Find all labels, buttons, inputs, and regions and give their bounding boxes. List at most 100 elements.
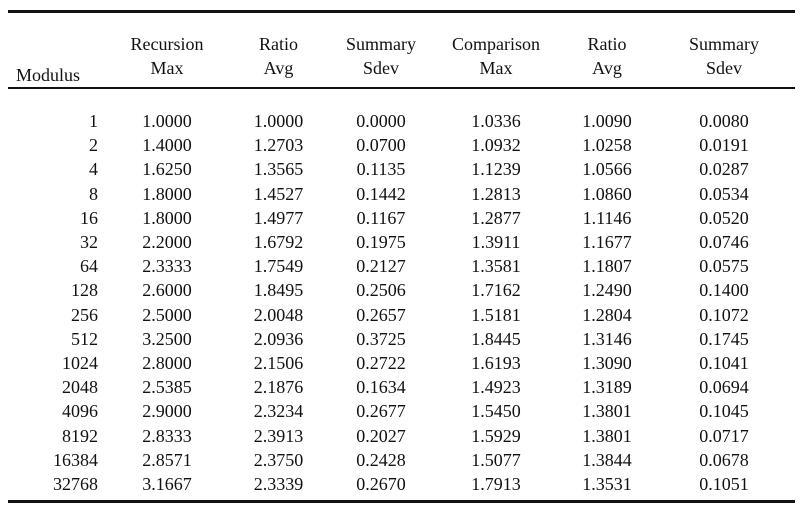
- value-cell: 2.5000: [142, 304, 192, 325]
- modulus-cell: 32: [80, 232, 98, 253]
- value-cell: 2.8333: [142, 425, 192, 446]
- value-cell: 1.3189: [582, 377, 632, 398]
- column-header-line2: Max: [150, 58, 184, 78]
- value-cell: 1.3581: [471, 256, 521, 277]
- table-row: 32768 3.1667 2.3339 0.2670 1.7913 1.3531 0.105…: [8, 472, 795, 496]
- value-cell: 1.3844: [582, 449, 632, 470]
- table-body: 1 1.0000 1.0000 0.0000 1.0336 1.0090 0.0080 2 1.…: [8, 99, 795, 496]
- value-cell: 0.0191: [699, 135, 749, 156]
- value-cell: 0.0080: [699, 111, 749, 132]
- column-header-line2: Sdev: [363, 58, 399, 78]
- value-cell: 1.2490: [582, 280, 632, 301]
- column-header-line2: Avg: [263, 58, 294, 78]
- value-cell: 0.2127: [356, 256, 406, 277]
- column-header-line1: Summary: [346, 34, 416, 54]
- value-cell: 0.1167: [356, 207, 406, 228]
- value-cell: 0.0746: [699, 232, 749, 253]
- column-header: Recursion Max: [108, 13, 226, 99]
- value-cell: 1.6193: [471, 352, 521, 373]
- column-header-line1: Ratio: [587, 34, 627, 54]
- value-cell: 1.6250: [142, 159, 192, 180]
- value-cell: 2.1506: [253, 352, 304, 373]
- table-row: 16 1.8000 1.4977 0.1167 1.2877 1.1146 0.0520: [8, 206, 795, 230]
- table-row: 1 1.0000 1.0000 0.0000 1.0336 1.0090 0.0080: [8, 99, 795, 133]
- value-cell: 2.8571: [142, 449, 192, 470]
- value-cell: 1.5450: [471, 401, 521, 422]
- value-cell: 0.0000: [356, 111, 406, 132]
- value-cell: 2.3234: [253, 401, 304, 422]
- value-cell: 0.1400: [699, 280, 749, 301]
- value-cell: 1.5929: [471, 425, 521, 446]
- table-row: 32 2.2000 1.6792 0.1975 1.3911 1.1677 0.0746: [8, 230, 795, 254]
- value-cell: 2.6000: [142, 280, 192, 301]
- value-cell: 0.2027: [356, 425, 406, 446]
- value-cell: 0.0694: [699, 377, 749, 398]
- bottom-rule: [8, 500, 795, 503]
- modulus-cell: 1024: [62, 352, 98, 373]
- value-cell: 2.8000: [142, 352, 192, 373]
- value-cell: 1.3801: [582, 425, 632, 446]
- value-cell: 2.3333: [142, 256, 192, 277]
- column-header-line1: Comparison: [452, 34, 540, 54]
- value-cell: 1.3090: [582, 352, 632, 373]
- value-cell: 1.4000: [142, 135, 192, 156]
- value-cell: 1.3565: [253, 159, 304, 180]
- value-cell: 0.1045: [699, 401, 749, 422]
- table-header: Modulus Recursion Max Ratio Avg Summary Sdev Co…: [8, 13, 795, 99]
- modulus-cell: 128: [71, 280, 98, 301]
- value-cell: 1.3801: [582, 401, 632, 422]
- table-row: 4 1.6250 1.3565 0.1135 1.1239 1.0566 0.0287: [8, 157, 795, 181]
- value-cell: 0.1051: [699, 473, 749, 494]
- column-header: Ratio Avg: [226, 13, 331, 99]
- value-cell: 2.5385: [142, 377, 192, 398]
- value-cell: 1.6792: [253, 232, 304, 253]
- value-cell: 1.1146: [582, 207, 632, 228]
- modulus-cell: 16384: [53, 449, 98, 470]
- value-cell: 1.1807: [582, 256, 632, 277]
- value-cell: 1.0000: [253, 111, 304, 132]
- column-header-line1: Recursion: [130, 34, 204, 54]
- value-cell: 1.2813: [471, 183, 521, 204]
- value-cell: 0.2657: [356, 304, 406, 325]
- value-cell: 0.1135: [356, 159, 406, 180]
- value-cell: 0.1975: [356, 232, 406, 253]
- value-cell: 1.7549: [253, 256, 304, 277]
- modulus-cell: 512: [71, 328, 98, 349]
- value-cell: 1.0566: [582, 159, 632, 180]
- column-header-line2: Avg: [592, 58, 622, 78]
- modulus-cell: 2: [89, 135, 98, 156]
- value-cell: 0.1072: [699, 304, 749, 325]
- value-cell: 1.4527: [253, 183, 304, 204]
- table-row: 64 2.3333 1.7549 0.2127 1.3581 1.1807 0.0575: [8, 254, 795, 278]
- table-row: 512 3.2500 2.0936 0.3725 1.8445 1.3146 0.1745: [8, 327, 795, 351]
- value-cell: 0.0717: [699, 425, 749, 446]
- value-cell: 3.2500: [142, 328, 192, 349]
- value-cell: 1.3531: [582, 473, 632, 494]
- value-cell: 0.2722: [356, 352, 406, 373]
- value-cell: 0.2428: [356, 449, 406, 470]
- modulus-cell: 4096: [62, 401, 98, 422]
- table-row: 2048 2.5385 2.1876 0.1634 1.4923 1.3189 0.0694: [8, 375, 795, 399]
- table-row: 8192 2.8333 2.3913 0.2027 1.5929 1.3801 0.0717: [8, 423, 795, 447]
- value-cell: 0.1634: [356, 377, 406, 398]
- value-cell: 2.2000: [142, 232, 192, 253]
- column-header-line2: Sdev: [706, 58, 742, 78]
- value-cell: 2.1876: [253, 377, 304, 398]
- value-cell: 1.5181: [471, 304, 521, 325]
- value-cell: 1.1677: [582, 232, 632, 253]
- header-row: Modulus Recursion Max Ratio Avg Summary Sdev Co…: [8, 13, 795, 99]
- column-header-label: Modulus: [16, 65, 81, 85]
- value-cell: 0.0534: [699, 183, 749, 204]
- value-cell: 1.0336: [471, 111, 521, 132]
- value-cell: 3.1667: [142, 473, 192, 494]
- value-cell: 1.0860: [582, 183, 632, 204]
- column-header-line1: Summary: [689, 34, 759, 54]
- column-header-line1: Ratio: [259, 34, 298, 54]
- value-cell: 1.0258: [582, 135, 632, 156]
- modulus-cell: 32768: [53, 473, 98, 494]
- value-cell: 0.0287: [699, 159, 749, 180]
- value-cell: 1.8000: [142, 207, 192, 228]
- value-cell: 0.1041: [699, 352, 749, 373]
- value-cell: 1.0000: [142, 111, 192, 132]
